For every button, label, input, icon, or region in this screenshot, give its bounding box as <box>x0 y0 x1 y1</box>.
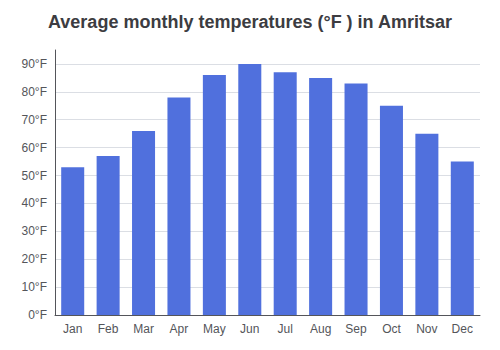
svg-text:0°F: 0°F <box>28 308 47 322</box>
svg-text:Nov: Nov <box>416 322 437 336</box>
svg-text:70°F: 70°F <box>22 113 47 127</box>
svg-text:Jul: Jul <box>278 322 293 336</box>
svg-text:Average monthly temperatures (: Average monthly temperatures (°F ) in Am… <box>48 12 452 32</box>
svg-text:50°F: 50°F <box>22 169 47 183</box>
svg-text:90°F: 90°F <box>22 57 47 71</box>
svg-text:Aug: Aug <box>310 322 331 336</box>
svg-text:Oct: Oct <box>382 322 401 336</box>
svg-text:Jun: Jun <box>240 322 259 336</box>
svg-text:May: May <box>203 322 226 336</box>
svg-text:Mar: Mar <box>133 322 154 336</box>
svg-text:30°F: 30°F <box>22 224 47 238</box>
svg-text:Dec: Dec <box>452 322 473 336</box>
svg-text:10°F: 10°F <box>22 280 47 294</box>
svg-text:60°F: 60°F <box>22 141 47 155</box>
svg-text:20°F: 20°F <box>22 252 47 266</box>
svg-text:40°F: 40°F <box>22 196 47 210</box>
svg-text:Apr: Apr <box>170 322 189 336</box>
svg-text:Jan: Jan <box>63 322 82 336</box>
svg-text:Sep: Sep <box>345 322 367 336</box>
svg-text:80°F: 80°F <box>22 85 47 99</box>
svg-text:Feb: Feb <box>98 322 119 336</box>
